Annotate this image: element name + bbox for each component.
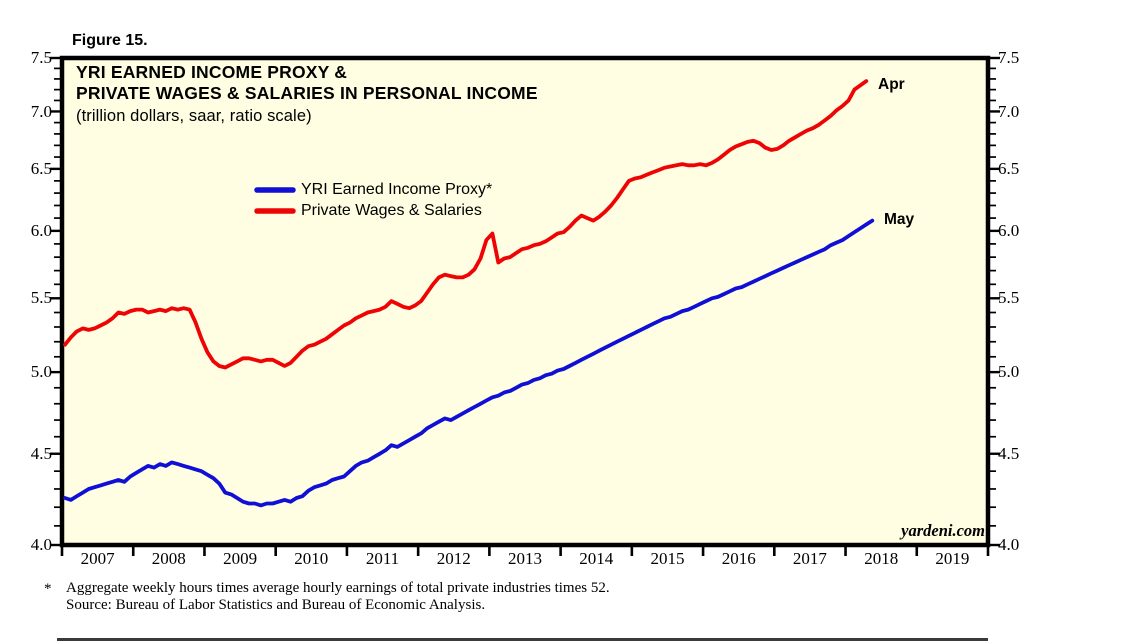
y-tick-label-right: 5.0: [998, 362, 1020, 382]
series-end-label-apr: Apr: [878, 76, 905, 93]
x-tick-label-year: 2008: [151, 549, 186, 568]
plot-frame: [59, 55, 991, 548]
chart-title-block: YRI EARNED INCOME PROXY & PRIVATE WAGES …: [76, 62, 538, 127]
series-end-label-may: May: [884, 211, 915, 228]
y-tick-label-right: 7.0: [998, 101, 1020, 121]
y-tick-label-left: 7.0: [30, 101, 52, 121]
x-tick-label-year: 2015: [650, 549, 685, 568]
x-tick-label-year: 2012: [436, 549, 471, 568]
x-tick-label-year: 2013: [508, 549, 542, 568]
legend-label-private-wages-salaries: Private Wages & Salaries: [301, 202, 482, 219]
x-tick-label-year: 2010: [294, 549, 329, 568]
series-line-red: [63, 79, 869, 370]
x-tick-label-year: 2007: [80, 549, 115, 568]
y-tick-label-left: 4.5: [30, 443, 52, 463]
x-tick-label-year: 2011: [365, 549, 400, 568]
footnote-source: Source: Bureau of Labor Statistics and B…: [66, 597, 486, 613]
figure-number-label: Figure 15.: [72, 32, 148, 49]
x-tick-label-year: 2018: [864, 549, 899, 568]
y-tick-label-left: 6.5: [30, 158, 52, 178]
yardeni-watermark: yardeni.com: [901, 521, 985, 540]
x-tick-label-year: 2016: [721, 549, 756, 568]
x-tick-label-year: 2019: [935, 549, 970, 568]
y-tick-label-right: 4.5: [998, 443, 1020, 463]
footnote-definition: Aggregate weekly hours times average hou…: [66, 580, 610, 596]
x-tick-label-year: 2017: [792, 549, 827, 568]
y-tick-label-right: 6.0: [998, 220, 1020, 240]
x-tick-label-year: 2014: [579, 549, 614, 568]
y-tick-label-left: 6.0: [30, 220, 52, 240]
chart-subtitle: (trillion dollars, saar, ratio scale): [76, 107, 312, 125]
y-tick-label-right: 5.5: [998, 288, 1020, 308]
footnote-asterisk: *: [44, 581, 52, 597]
y-tick-label-right: 6.5: [998, 158, 1020, 178]
y-tick-label-left: 5.5: [30, 288, 52, 308]
y-tick-label-left: 4.0: [30, 535, 52, 554]
y-tick-label-right: 7.5: [998, 48, 1020, 67]
page-bottom-rule: [57, 638, 988, 641]
chart-title-line-1: YRI EARNED INCOME PROXY &: [76, 62, 348, 82]
y-tick-label-left: 7.5: [30, 48, 52, 67]
y-tick-label-right: 4.0: [998, 535, 1020, 554]
x-tick-label-year: 2009: [223, 549, 258, 568]
legend-label-yri-earned-income-proxy: YRI Earned Income Proxy*: [301, 181, 493, 198]
chart-title-line-2: PRIVATE WAGES & SALARIES IN PERSONAL INC…: [76, 83, 538, 103]
y-tick-label-left: 5.0: [30, 362, 52, 382]
series-line-blue: [63, 218, 875, 508]
